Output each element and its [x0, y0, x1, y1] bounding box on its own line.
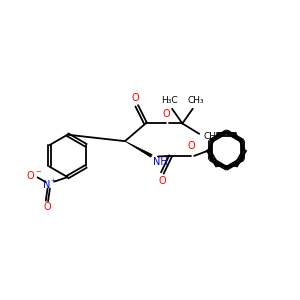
Text: O: O — [159, 176, 166, 187]
Text: O: O — [43, 202, 51, 212]
Polygon shape — [125, 141, 152, 157]
Text: H₃C: H₃C — [161, 96, 178, 105]
Text: O$^-$: O$^-$ — [26, 169, 42, 181]
Text: NH: NH — [153, 158, 168, 167]
Text: CH₃: CH₃ — [204, 132, 220, 141]
Text: O: O — [131, 93, 139, 103]
Text: N$^+$: N$^+$ — [41, 178, 57, 191]
Text: O: O — [188, 142, 195, 152]
Text: O: O — [162, 109, 170, 119]
Text: CH₃: CH₃ — [187, 96, 204, 105]
